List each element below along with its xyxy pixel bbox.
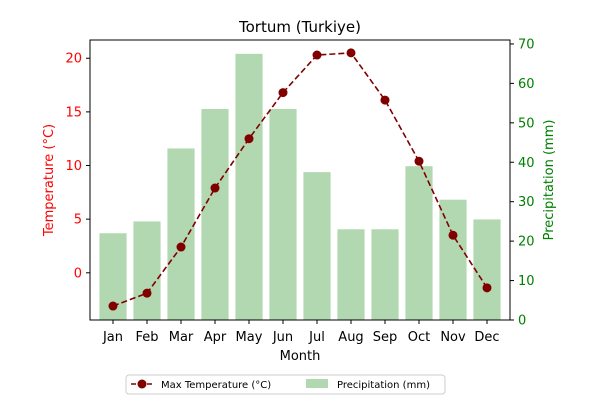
bar-feb (133, 221, 161, 320)
right-tick-label: 50 (518, 116, 535, 131)
left-axis: 0 5 10 15 20 (65, 52, 90, 281)
left-axis-label: Temperature (°C) (42, 124, 57, 237)
x-tick-label: Jan (102, 330, 123, 345)
right-tick-label: 70 (518, 37, 535, 52)
right-tick-label: 60 (518, 77, 535, 92)
temperature-point-jan (108, 301, 118, 311)
bar-mar (167, 148, 195, 320)
bar-nov (439, 199, 467, 320)
right-tick-label: 40 (518, 156, 535, 171)
x-tick-label: Dec (474, 330, 499, 345)
chart-title: Tortum (Turkiye) (238, 18, 361, 36)
right-tick-label: 0 (518, 314, 526, 329)
left-tick-label: 10 (65, 159, 82, 174)
x-tick-label: Apr (204, 330, 227, 345)
legend-line-marker (137, 379, 147, 389)
right-tick-label: 20 (518, 235, 535, 250)
right-tick-label: 10 (518, 274, 535, 289)
x-tick-label: Nov (440, 330, 466, 345)
left-tick-label: 15 (65, 105, 82, 120)
temperature-point-jul (312, 50, 322, 60)
x-tick-label: Oct (408, 330, 430, 345)
bar-may (235, 53, 263, 320)
left-tick-label: 20 (65, 52, 82, 67)
temperature-point-apr (210, 183, 220, 193)
legend: Max Temperature (°C) Precipitation (mm) (125, 374, 446, 395)
bar-apr (201, 109, 229, 320)
x-tick-label: May (236, 330, 263, 345)
bar-jul (303, 172, 331, 320)
temperature-point-nov (448, 230, 458, 240)
temperature-point-aug (346, 48, 356, 58)
bar-sep (371, 229, 399, 320)
bar-oct (405, 166, 433, 320)
legend-label-temperature: Max Temperature (°C) (161, 380, 271, 391)
line-series (108, 48, 492, 311)
right-axis: 0 10 20 30 40 50 60 70 (510, 37, 535, 329)
x-tick-label: Mar (169, 330, 194, 345)
bar-dec (473, 219, 501, 320)
x-axis-label: Month (280, 349, 321, 364)
x-tick-label: Jul (308, 330, 325, 345)
x-tick-label: Jun (272, 330, 293, 345)
legend-box (125, 374, 446, 395)
temperature-point-dec (482, 283, 492, 293)
right-axis-label: Precipitation (mm) (542, 120, 557, 241)
temperature-point-jun (278, 88, 288, 98)
right-tick-label: 30 (518, 195, 535, 210)
temperature-point-sep (380, 95, 390, 105)
x-tick-label: Feb (135, 330, 158, 345)
x-tick-label: Aug (338, 330, 363, 345)
temperature-point-feb (142, 288, 152, 298)
x-axis: Jan Feb Mar Apr May Jun Jul Aug Sep Oct Nov Dec (102, 320, 500, 345)
temperature-point-may (244, 134, 254, 144)
bar-jun (269, 109, 297, 320)
x-tick-label: Sep (373, 330, 398, 345)
bar-series (99, 53, 501, 320)
plot-frame (89, 39, 511, 321)
left-tick-label: 5 (74, 213, 82, 228)
temperature-line (112, 52, 488, 307)
legend-label-precipitation: Precipitation (mm) (337, 380, 430, 391)
temperature-point-mar (176, 242, 186, 252)
temperature-point-oct (414, 156, 424, 166)
bar-aug (337, 229, 365, 320)
left-tick-label: 0 (74, 266, 82, 281)
legend-bar-swatch (306, 379, 328, 388)
